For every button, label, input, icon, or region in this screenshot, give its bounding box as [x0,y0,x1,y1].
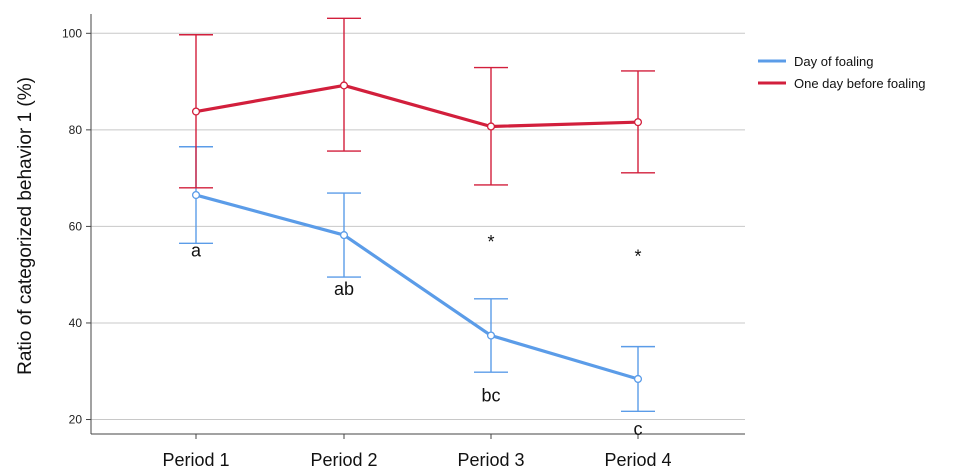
group-letter: a [191,241,202,261]
series-line [195,83,639,129]
data-point [633,374,643,384]
y-tick-label: 40 [69,316,83,330]
x-tick-label: Period 3 [457,450,524,470]
significance-asterisk: * [487,232,494,252]
y-tick-labels: 20 40 60 80 100 [62,26,82,426]
legend-item: One day before foaling [758,76,926,91]
group-letter: c [634,419,643,439]
legend-label: Day of foaling [794,54,874,69]
significance-asterisk: * [634,247,641,267]
legend-label: One day before foaling [794,76,926,91]
x-tick-label: Period 2 [310,450,377,470]
data-point [633,118,643,127]
data-point [339,231,349,240]
y-tick-label: 20 [69,413,83,427]
y-axis-label: Ratio of categorized behavior 1 (%) [15,77,36,375]
data-point [191,190,201,200]
x-tick-label: Period 1 [162,450,229,470]
series-line [195,193,639,381]
y-tick-label: 60 [69,219,83,233]
series-0 [179,146,655,413]
x-tick-label: Period 4 [604,450,671,470]
group-letter: ab [334,279,354,299]
series-1 [179,17,655,189]
y-tick-label: 80 [69,123,83,137]
data-point [486,122,496,131]
legend: Day of foaling One day before foaling [758,54,926,91]
data-point [486,331,496,340]
data-point [339,81,349,90]
group-letter: bc [481,385,500,405]
y-tick-label: 100 [62,26,82,40]
gridlines [91,32,745,421]
x-tick-labels: Period 1 Period 2 Period 3 Period 4 [162,450,671,470]
legend-item: Day of foaling [758,54,874,69]
annotations: a ab bc c * * [191,232,643,439]
series-layer [179,17,655,413]
axes [86,14,745,439]
data-point [191,107,201,116]
